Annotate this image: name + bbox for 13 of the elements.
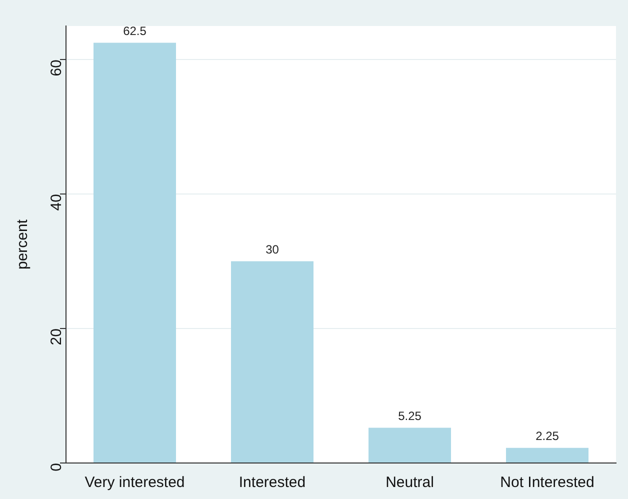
data-label: 5.25 [398, 409, 422, 424]
x-tick-label: Very interested [84, 474, 185, 492]
x-tick-label: Interested [238, 474, 306, 492]
x-tick-label: Not Interested [500, 474, 594, 492]
y-axis-title: percent [14, 218, 32, 270]
y-tick-label: 60 [48, 60, 66, 76]
data-label: 30 [266, 242, 280, 257]
y-tick-label: 0 [48, 463, 66, 472]
data-label: 62.5 [123, 24, 147, 38]
y-tick-label: 20 [48, 328, 66, 346]
data-label: 2.25 [536, 429, 560, 444]
x-tick-label: Neutral [386, 474, 434, 492]
y-tick-label: 40 [48, 194, 66, 211]
